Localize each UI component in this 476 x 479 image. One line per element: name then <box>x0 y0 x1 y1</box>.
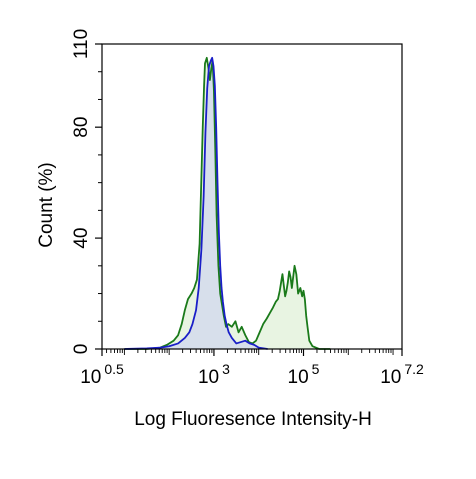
ytick-label: 110 <box>71 29 92 59</box>
xtick-label: 10 0.5 <box>80 361 124 388</box>
ytick-label: 40 <box>71 228 92 249</box>
y-axis-title: Count (%) <box>36 162 57 248</box>
xtick-label-group: 10 0.5 10 3 10 5 10 7.2 <box>80 361 424 388</box>
ytick-label: 0 <box>71 344 92 355</box>
xtick-label: 10 7.2 <box>380 361 424 388</box>
plot-frame <box>101 43 403 350</box>
xtick-label: 10 5 <box>288 361 320 388</box>
ytick-label-group: 0 40 80 110 <box>71 29 92 354</box>
series-1-line <box>124 56 331 350</box>
ytick-label: 80 <box>71 117 92 138</box>
plot-area <box>95 43 403 356</box>
x-axis-title: Log Fluoresence Intensity-H <box>134 409 372 430</box>
xtick-label: 10 3 <box>198 361 230 388</box>
series-1-area <box>124 57 331 350</box>
series-2-line <box>124 56 268 350</box>
